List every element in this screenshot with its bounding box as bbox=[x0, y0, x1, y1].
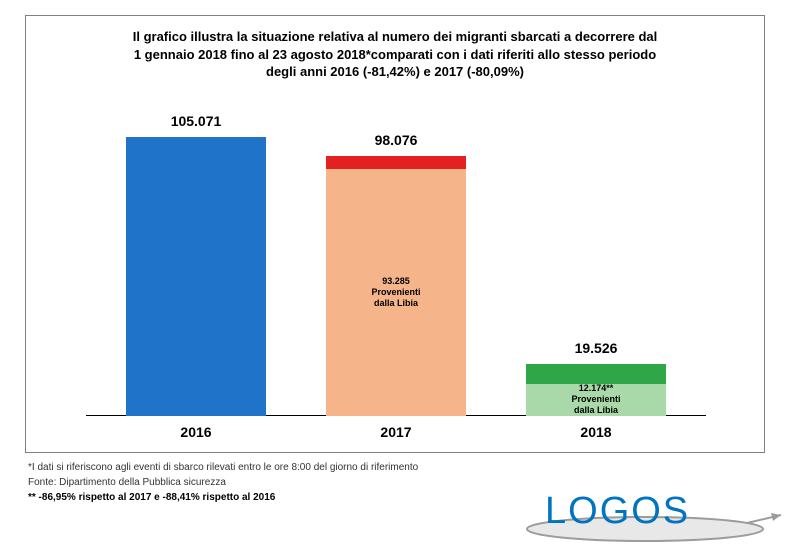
bar-total-label: 19.526 bbox=[526, 340, 666, 356]
bar-segment bbox=[326, 156, 466, 169]
bar-segment bbox=[126, 137, 266, 416]
bar-inner-label: 12.174**Provenientidalla Libia bbox=[526, 383, 666, 415]
x-axis-label: 2016 bbox=[126, 416, 266, 440]
bar-total-label: 98.076 bbox=[326, 132, 466, 148]
footnote-line1: *I dati si riferiscono agli eventi di sb… bbox=[28, 460, 418, 475]
logos-logo: LOGOS bbox=[515, 475, 785, 545]
chart-title: Il grafico illustra la situazione relati… bbox=[26, 16, 764, 81]
logo-text: LOGOS bbox=[545, 490, 690, 532]
bar-segment bbox=[526, 364, 666, 383]
footnotes: *I dati si riferiscono agli eventi di sb… bbox=[28, 460, 418, 505]
x-axis-label: 2018 bbox=[526, 416, 666, 440]
chart-title-line3: degli anni 2016 (-81,42%) e 2017 (-80,09… bbox=[266, 64, 524, 79]
bar-inner-label: 93.285Provenientidalla Libia bbox=[326, 276, 466, 308]
x-axis-label: 2017 bbox=[326, 416, 466, 440]
chart-title-line1: Il grafico illustra la situazione relati… bbox=[133, 29, 658, 44]
footnote-line3: ** -86,95% rispetto al 2017 e -88,41% ri… bbox=[28, 490, 418, 505]
plot-area: 105.071201693.285Provenientidalla Libia9… bbox=[86, 111, 706, 416]
chart-frame: Il grafico illustra la situazione relati… bbox=[25, 15, 765, 453]
chart-title-line2: 1 gennaio 2018 fino al 23 agosto 2018*co… bbox=[134, 47, 656, 62]
footnote-line2: Fonte: Dipartimento della Pubblica sicur… bbox=[28, 475, 418, 490]
bar-total-label: 105.071 bbox=[126, 113, 266, 129]
